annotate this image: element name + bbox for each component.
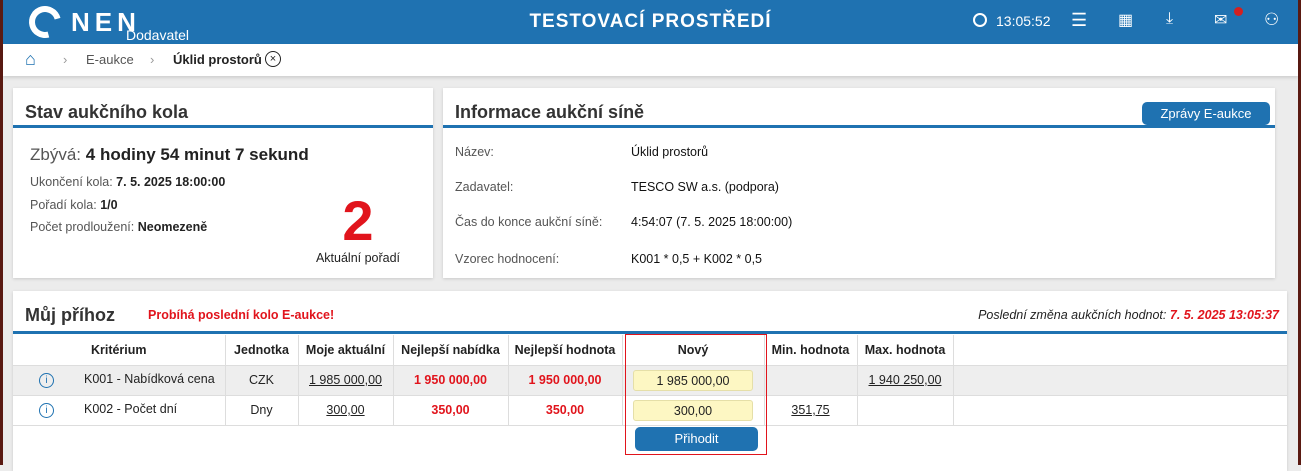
info-value: K001 * 0,5 + K002 * 0,5 [631, 252, 763, 266]
remaining-time: Zbývá: 4 hodiny 54 minut 7 sekund [30, 145, 309, 165]
criterion: K001 - Nabídková cena [84, 372, 215, 386]
current-rank-label: Aktuální pořadí [315, 251, 401, 265]
chevron-right-icon: › [63, 52, 68, 67]
breadcrumb-eaukce[interactable]: E-aukce [86, 52, 134, 67]
col-mine: Moje aktuální [298, 335, 394, 365]
col-best-value: Nejlepší hodnota [508, 335, 623, 365]
best-value: 1 950 000,00 [508, 364, 623, 395]
col-unit: Jednotka [225, 335, 299, 365]
label: Ukončení kola: [30, 175, 113, 189]
environment-title: TESTOVACÍ PROSTŘEDÍ [529, 11, 772, 32]
bid-table: Kritérium Jednotka Moje aktuální Nejlepš… [13, 335, 1287, 457]
panel-title: Informace aukční síně [443, 88, 1275, 128]
label: Poslední změna aukčních hodnot: [978, 308, 1167, 322]
unit: Dny [225, 394, 299, 425]
info-value: Úklid prostorů [631, 145, 709, 159]
info-label: Čas do konce aukční síně: [455, 215, 603, 229]
value: 7. 5. 2025 18:00:00 [116, 175, 226, 189]
info-label: Zadavatel: [455, 180, 514, 194]
auction-status-panel: Stav aukčního kola Zbývá: 4 hodiny 54 mi… [13, 88, 433, 278]
value: 1/0 [100, 198, 118, 212]
col-best-offer: Nejlepší nabídka [393, 335, 509, 365]
brand-sub: Dodavatel [126, 27, 190, 43]
col-min: Min. hodnota [764, 335, 858, 365]
brand[interactable]: NEN [71, 7, 141, 37]
label: Pořadí kola: [30, 198, 97, 212]
current-rank: 2 [342, 189, 374, 252]
last-round-warning: Probíhá poslední kolo E-aukce! [148, 308, 335, 322]
info-value: TESCO SW a.s. (podpora) [631, 180, 779, 194]
table-row: i K001 - Nabídková cena CZK 1 985 000,00 … [13, 364, 1287, 395]
col-new: Nový [622, 335, 765, 365]
last-change: Poslední změna aukčních hodnot: 7. 5. 20… [978, 308, 1279, 322]
best-value: 350,00 [508, 394, 623, 425]
round-order: Pořadí kola: 1/0 [30, 198, 118, 212]
download-icon[interactable]: ⤓ [1166, 10, 1174, 27]
value: Neomezeně [137, 220, 208, 234]
calendar-icon[interactable]: ▦ [1118, 12, 1134, 29]
user-icon[interactable]: ⚇ [1264, 10, 1280, 29]
clock-time: 13:05:52 [996, 13, 1051, 29]
breadcrumb: ⌂ › E-aukce › Úklid prostorů × [3, 44, 1298, 76]
menu-icon[interactable]: ☰ [1071, 10, 1088, 30]
min-link[interactable]: 351,75 [791, 403, 830, 417]
new-bid-highlight [625, 334, 767, 455]
auction-messages-button[interactable]: Zprávy E-aukce [1142, 102, 1270, 125]
mine-link[interactable]: 1 985 000,00 [309, 373, 382, 387]
new-value-input[interactable]: 1 985 000,00 [633, 369, 753, 391]
top-bar: NEN Dodavatel TESTOVACÍ PROSTŘEDÍ 13:05:… [3, 0, 1298, 44]
notification-dot [1234, 7, 1243, 16]
info-label: Název: [455, 145, 494, 159]
best-offer: 1 950 000,00 [393, 364, 509, 395]
round-end: Ukončení kola: 7. 5. 2025 18:00:00 [30, 175, 225, 189]
panel-title: Můj příhoz [25, 305, 115, 325]
extensions: Počet prodloužení: Neomezeně [30, 220, 207, 234]
home-icon[interactable]: ⌂ [25, 49, 36, 69]
value: 7. 5. 2025 13:05:37 [1169, 308, 1279, 322]
info-label: Vzorec hodnocení: [455, 252, 560, 266]
mail-icon[interactable]: ✉ [1214, 12, 1228, 29]
panel-title: Stav aukčního kola [13, 88, 433, 128]
new-value-input[interactable]: 300,00 [633, 399, 753, 421]
chevron-right-icon: › [150, 52, 155, 67]
info-icon[interactable]: i [39, 373, 54, 388]
place-bid-button[interactable]: Přihodit [635, 427, 758, 451]
breadcrumb-current: Úklid prostorů [173, 52, 262, 67]
my-bid-panel: Můj příhoz Probíhá poslední kolo E-aukce… [13, 291, 1287, 471]
col-max: Max. hodnota [857, 335, 954, 365]
label: Počet prodloužení: [30, 220, 135, 234]
info-icon[interactable]: i [39, 403, 54, 418]
criterion: K002 - Počet dní [84, 402, 178, 416]
remaining-label: Zbývá: [30, 145, 82, 164]
clock-icon [973, 13, 987, 27]
info-value: 4:54:07 (7. 5. 2025 18:00:00) [631, 215, 793, 229]
table-row: i K002 - Počet dní Dny 300,00 350,00 350,… [13, 394, 1287, 425]
remaining-value: 4 hodiny 54 minut 7 sekund [85, 145, 309, 164]
max-link[interactable]: 1 940 250,00 [868, 373, 942, 387]
auction-info-panel: Informace aukční síně Zprávy E-aukce Náz… [443, 88, 1275, 278]
close-icon[interactable]: × [265, 51, 281, 67]
best-offer: 350,00 [393, 394, 509, 425]
col-criterion: Kritérium [13, 335, 226, 365]
unit: CZK [225, 364, 299, 395]
table-header: Kritérium Jednotka Moje aktuální Nejlepš… [13, 335, 1287, 365]
mine-link[interactable]: 300,00 [326, 403, 365, 417]
